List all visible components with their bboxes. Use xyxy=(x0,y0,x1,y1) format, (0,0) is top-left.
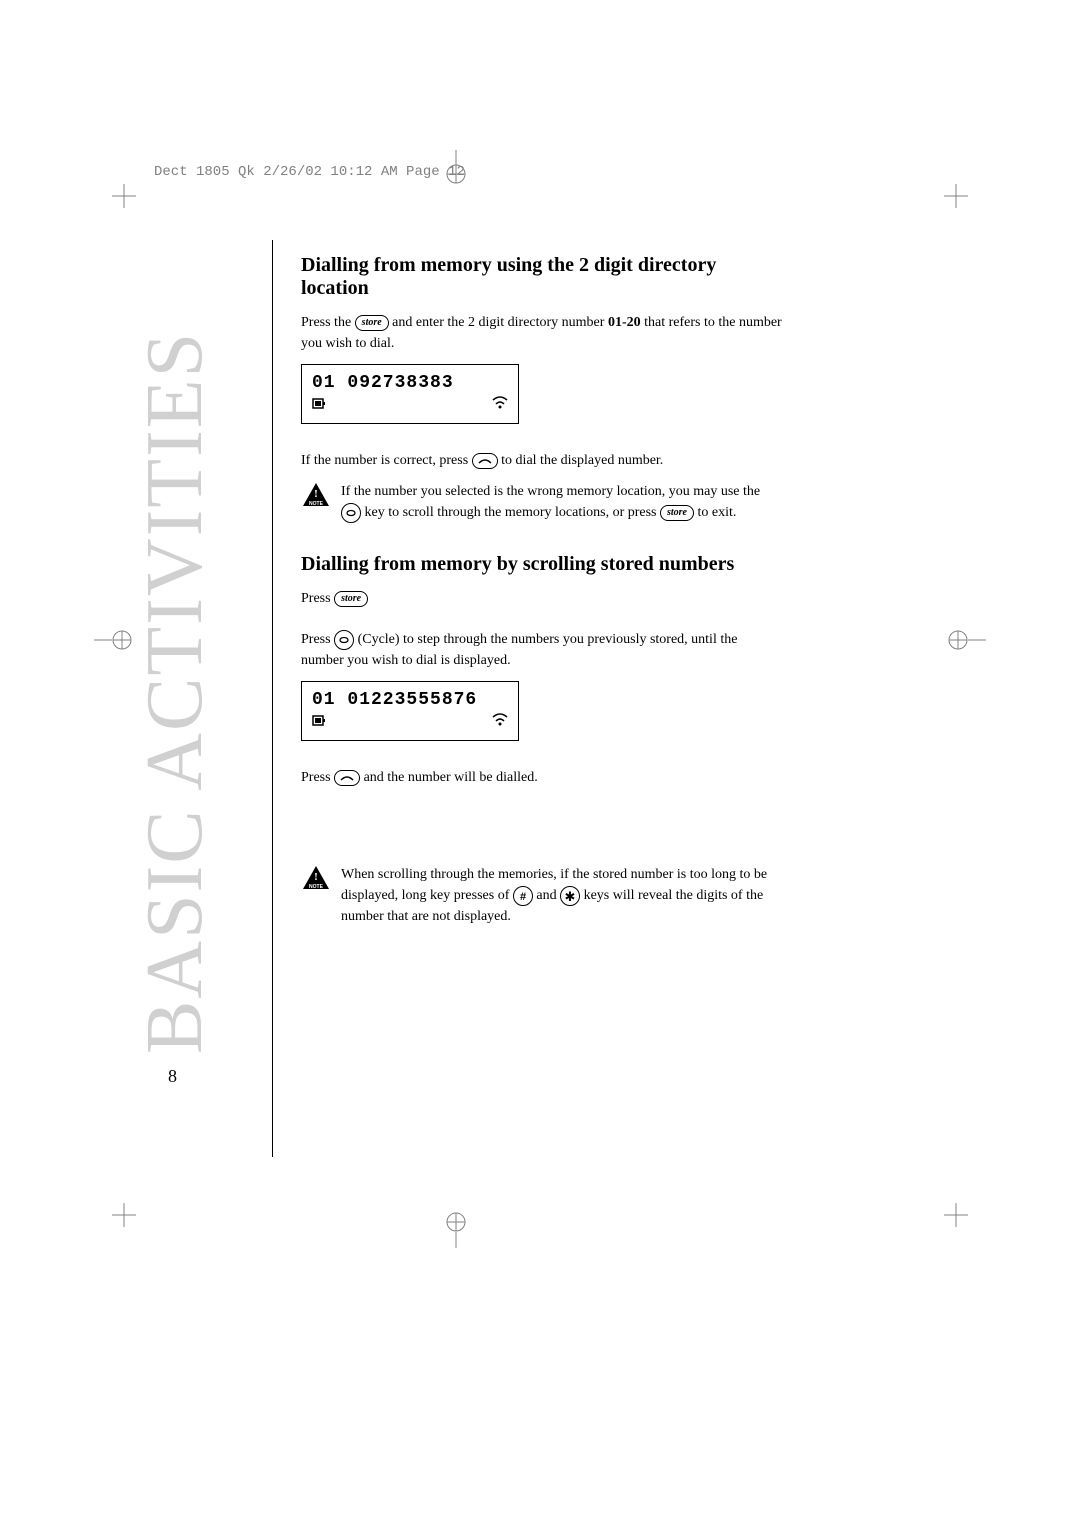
section1-para2: If the number is correct, press to dial … xyxy=(301,450,782,471)
svg-text:✱: ✱ xyxy=(565,889,576,904)
text: and the number will be dialled. xyxy=(364,770,538,785)
text: If the number you selected is the wrong … xyxy=(341,484,760,499)
battery-icon xyxy=(312,396,326,415)
text: to exit. xyxy=(698,505,737,520)
section2-para2: Press (Cycle) to step through the number… xyxy=(301,629,782,671)
text: Press xyxy=(301,591,334,606)
section1-para1: Press the store and enter the 2 digit di… xyxy=(301,312,782,354)
section1-heading: Dialling from memory using the 2 digit d… xyxy=(301,254,782,300)
svg-text:NOTE: NOTE xyxy=(309,501,324,507)
note-text-1: If the number you selected is the wrong … xyxy=(341,481,782,523)
main-content: Dialling from memory using the 2 digit d… xyxy=(272,240,782,1157)
section2-heading: Dialling from memory by scrolling stored… xyxy=(301,553,782,576)
bracket-bottom-left xyxy=(112,1203,136,1232)
text: to dial the displayed number. xyxy=(501,453,663,468)
battery-icon xyxy=(312,713,326,732)
sidebar-section-title: BASIC ACTIVITIES xyxy=(130,331,221,1054)
hash-key-icon: # xyxy=(513,886,533,906)
talk-key-icon xyxy=(334,770,360,786)
lcd-text: 01 01223555876 xyxy=(312,690,508,710)
signal-icon xyxy=(492,713,508,732)
page-number: 8 xyxy=(168,1066,177,1087)
text: (Cycle) to step through the numbers you … xyxy=(301,632,737,668)
bracket-bottom-right xyxy=(944,1203,968,1232)
lcd-text: 01 092738383 xyxy=(312,373,508,393)
bracket-top-left xyxy=(112,184,136,213)
text: and xyxy=(536,888,560,903)
store-key-icon: store xyxy=(334,591,368,607)
note-block-1: !NOTE If the number you selected is the … xyxy=(301,481,782,523)
store-key-icon: store xyxy=(660,505,694,521)
section2-para1: Press store xyxy=(301,588,782,609)
lcd-display-1: 01 092738383 xyxy=(301,364,519,424)
text: Press xyxy=(301,632,334,647)
svg-text:NOTE: NOTE xyxy=(309,884,324,890)
text: key to scroll through the memory locatio… xyxy=(365,505,661,520)
crop-mark-bottom xyxy=(436,1208,476,1248)
svg-text:!: ! xyxy=(314,871,318,883)
range-bold: 01-20 xyxy=(608,315,641,330)
text: If the number is correct, press xyxy=(301,453,472,468)
star-key-icon: ✱ xyxy=(560,886,580,906)
text: Press the xyxy=(301,315,355,330)
note-warning-icon: !NOTE xyxy=(301,864,331,897)
text: Press xyxy=(301,770,334,785)
talk-key-icon xyxy=(472,453,498,469)
cycle-key-icon xyxy=(334,630,354,650)
store-key-icon: store xyxy=(355,315,389,331)
lcd-icons-row xyxy=(312,713,508,732)
section2-para3: Press and the number will be dialled. xyxy=(301,767,782,788)
lcd-icons-row xyxy=(312,396,508,415)
svg-text:!: ! xyxy=(314,488,318,500)
note-block-2: !NOTE When scrolling through the memorie… xyxy=(301,864,782,927)
bracket-top-right xyxy=(944,184,968,213)
note-text-2: When scrolling through the memories, if … xyxy=(341,864,782,927)
lcd-display-2: 01 01223555876 xyxy=(301,681,519,741)
note-warning-icon: !NOTE xyxy=(301,481,331,514)
svg-text:#: # xyxy=(520,891,526,903)
crop-mark-right xyxy=(936,620,986,660)
cycle-key-icon xyxy=(341,503,361,523)
print-header: Dect 1805 Qk 2/26/02 10:12 AM Page 12 xyxy=(154,164,465,180)
text: and enter the 2 digit directory number xyxy=(392,315,608,330)
signal-icon xyxy=(492,396,508,415)
